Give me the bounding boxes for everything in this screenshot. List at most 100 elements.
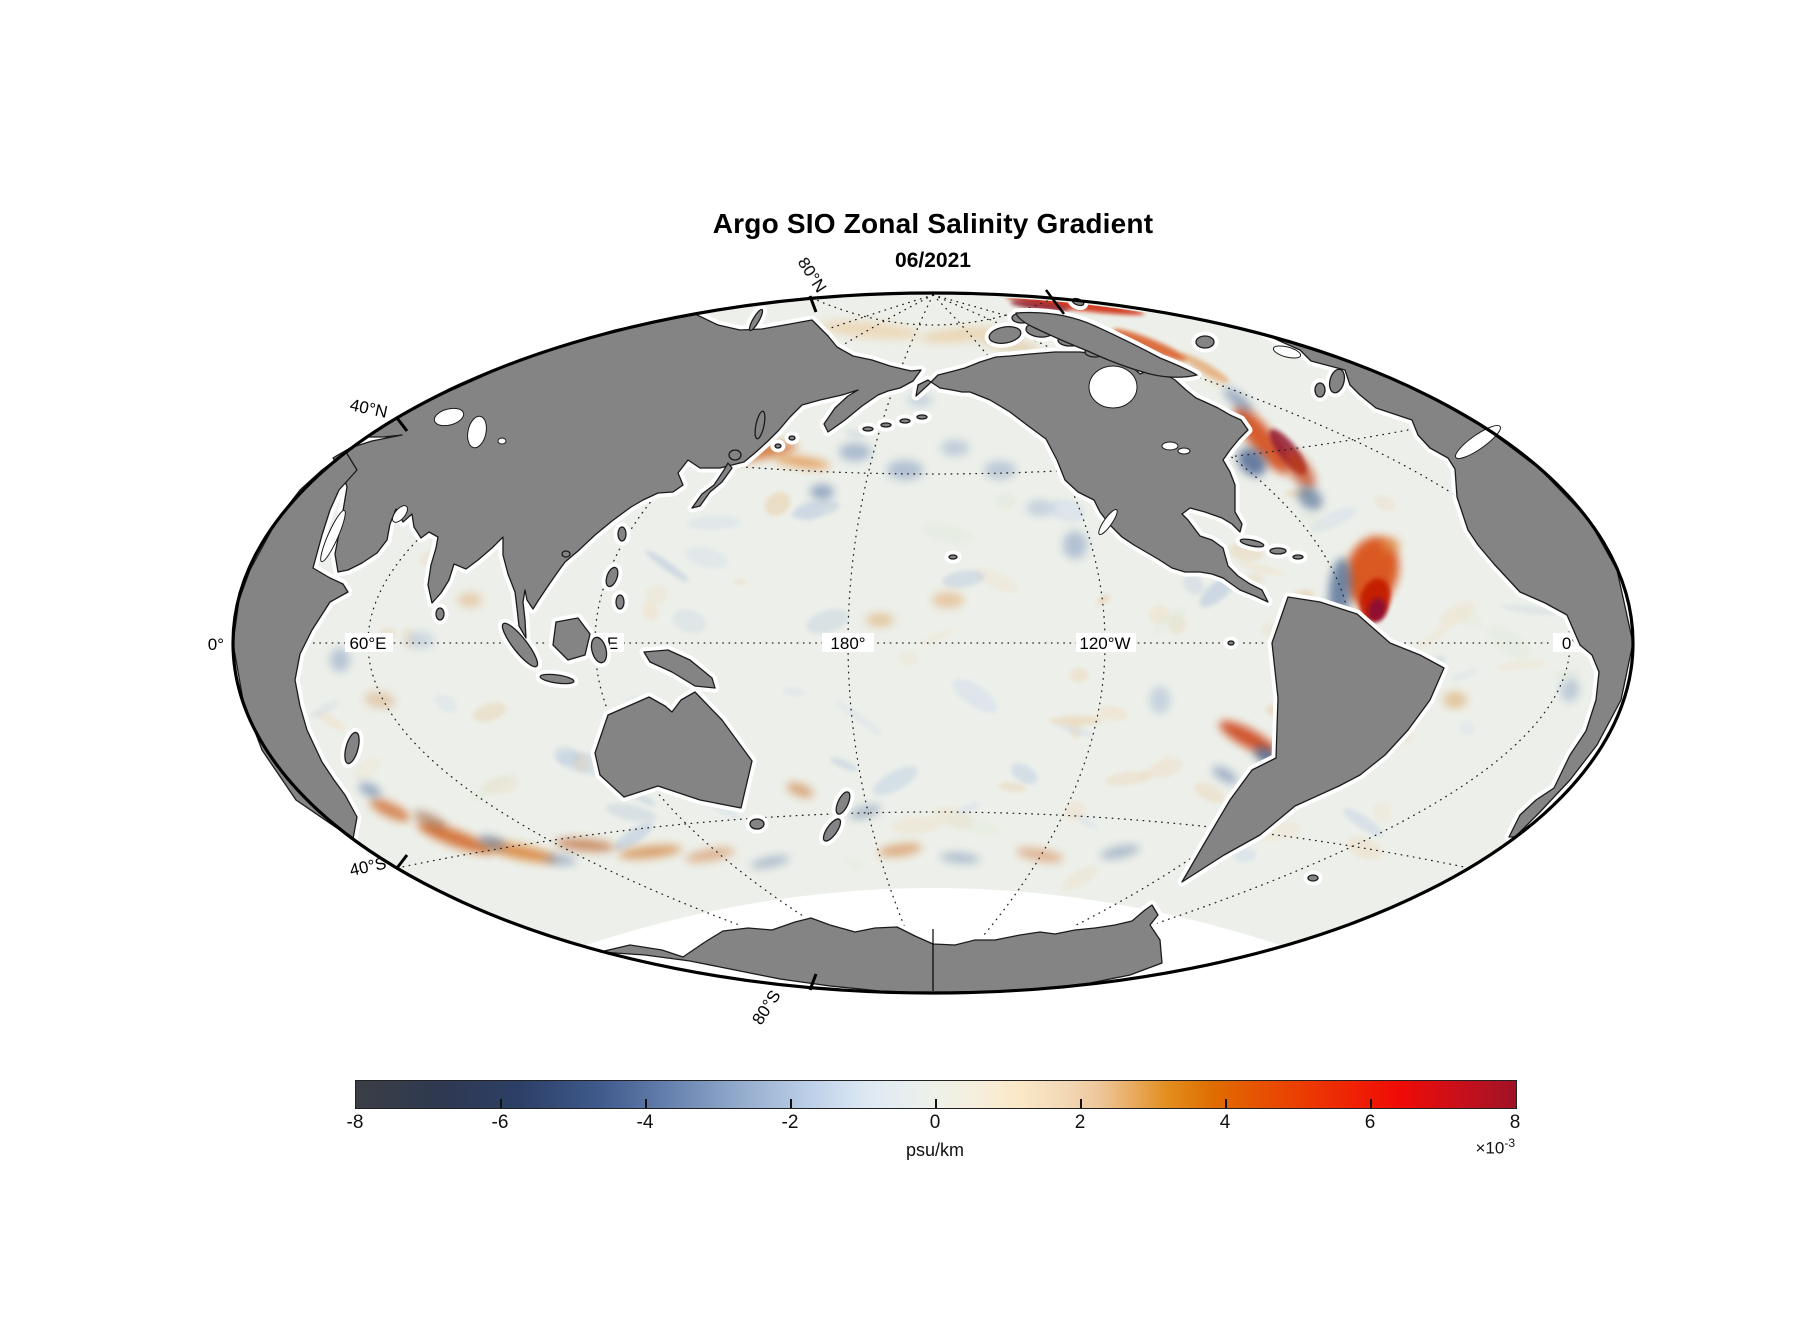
texture-blob	[684, 546, 728, 569]
chart-title: Argo SIO Zonal Salinity Gradient	[712, 208, 1154, 239]
texture-blob	[310, 700, 340, 719]
texture-blob	[830, 757, 858, 772]
colorbar-tick-label: -4	[636, 1112, 654, 1133]
texture-blob	[1194, 782, 1224, 803]
texture-blob	[1415, 621, 1455, 650]
feature-blob	[1100, 844, 1140, 860]
feature-agulhas	[369, 798, 411, 822]
feature-tasman	[786, 782, 814, 798]
feature-blob	[1212, 766, 1238, 784]
texture-blob	[1049, 715, 1103, 726]
colorbar-tick-labels: -8 -6 -4 -2 0 2 4 6 8	[347, 1112, 1521, 1136]
texture-blob	[998, 782, 1027, 792]
texture-blob	[1098, 705, 1128, 721]
feature-blob	[878, 843, 922, 857]
feature-peru-coast	[1150, 686, 1170, 714]
feature-california-blue	[1063, 531, 1087, 559]
feature-somali-coast	[330, 648, 350, 672]
texture-blob	[1343, 808, 1383, 837]
colorbar-tick-label: 0	[929, 1112, 941, 1133]
great-lakes-1	[1161, 441, 1179, 451]
colorbar	[355, 1080, 1517, 1109]
red-sea	[320, 509, 346, 563]
black-sea	[433, 407, 465, 427]
lon-label-60e: 60°E	[349, 634, 386, 653]
parallel-40s	[396, 811, 1470, 869]
texture-blob	[942, 570, 985, 588]
texture-blob	[1450, 668, 1480, 681]
lon-label-bg	[345, 633, 393, 652]
map-outline	[231, 291, 1635, 995]
feature-blob	[406, 632, 434, 648]
feature-blob	[358, 782, 382, 798]
texture-blob	[1501, 604, 1557, 615]
texture-blob	[645, 550, 689, 582]
colorbar-tick	[1080, 1099, 1082, 1108]
tick-80s	[808, 973, 818, 991]
baltic-sea	[1272, 345, 1302, 359]
texture-blob	[806, 609, 849, 634]
texture-blob	[1049, 499, 1085, 522]
feature-blob	[1016, 847, 1064, 863]
texture-blob	[553, 746, 580, 765]
tick-80n	[808, 295, 818, 313]
colorbar-tick	[500, 1099, 502, 1108]
texture-blob	[1459, 721, 1476, 735]
great-lakes-2	[1177, 447, 1191, 455]
lon-label-bg	[1076, 633, 1136, 652]
feature-blob	[1284, 451, 1316, 489]
feature-blob	[866, 613, 894, 627]
colorbar-tick-label: -2	[781, 1112, 799, 1133]
feature-blob	[940, 852, 980, 864]
lon-label-120w: 120°W	[1079, 634, 1130, 653]
colorbar-tick-label: 8	[1509, 1112, 1521, 1133]
texture-blob	[1374, 495, 1396, 511]
texture-blob	[1183, 574, 1205, 595]
mediterranean	[1455, 424, 1501, 460]
lat-label-40n: 40°N	[348, 395, 389, 421]
texture-blob	[890, 816, 942, 835]
persian-gulf	[392, 505, 408, 523]
texture-blob	[973, 567, 1019, 593]
feature-blob	[544, 854, 576, 866]
texture-blob	[1069, 667, 1089, 683]
colorbar-tick	[935, 1099, 937, 1108]
texture-blob	[1104, 771, 1155, 786]
meridian-180	[847, 294, 934, 992]
texture-blob	[1202, 371, 1226, 389]
colorbar-tick-label: 6	[1364, 1112, 1376, 1133]
texture-blob	[1487, 625, 1531, 660]
texture-blob	[1439, 602, 1475, 626]
texture-blob	[614, 823, 653, 851]
colorbar-tick-label: 4	[1219, 1112, 1231, 1133]
texture-blob	[844, 856, 862, 871]
texture-blob	[472, 702, 507, 722]
feature-blob	[1180, 353, 1230, 383]
feature-blob	[887, 460, 923, 480]
feature-blob	[920, 327, 1000, 343]
aral-sea	[497, 437, 507, 445]
feature-agulhas-return	[417, 822, 493, 854]
texture-blob	[605, 803, 657, 823]
feature-gulf-stream-max	[1367, 598, 1387, 622]
texture-blob	[897, 651, 920, 666]
texture-blob	[733, 578, 747, 585]
colorbar-tick	[790, 1099, 792, 1108]
chart-subtitle: 06/2021	[895, 249, 971, 272]
texture-blob	[642, 602, 659, 621]
feature-blob	[618, 845, 682, 859]
colorbar-tick-label: -6	[491, 1112, 509, 1133]
feature-blob	[1297, 486, 1323, 510]
texture-blob	[1553, 670, 1580, 678]
colorbar-multiplier: ×10-3	[1355, 1136, 1515, 1159]
feature-blob	[984, 461, 1016, 479]
multiplier-base: ×10	[1475, 1138, 1505, 1158]
texture-blob	[764, 491, 791, 516]
colorbar-unit: psu/km	[905, 1140, 965, 1160]
lat-ticks	[395, 295, 818, 991]
boundary-seam-north	[1045, 289, 1065, 315]
texture-blob	[435, 694, 457, 713]
feature-n-atlantic-blue	[1237, 447, 1267, 477]
feature-baffin-bay-streak	[1112, 329, 1188, 361]
